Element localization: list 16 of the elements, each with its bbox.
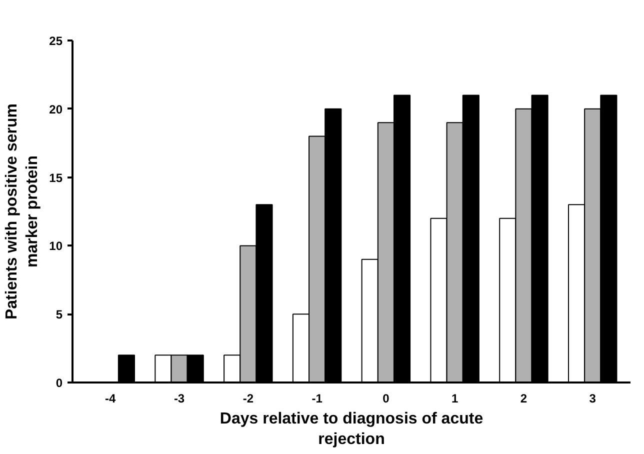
y-tick-label: 10 [49,239,63,254]
y-tick-label: 25 [49,34,63,48]
y-tick-label: 20 [49,102,63,116]
y-tick-label: 0 [56,376,63,390]
x-tick-label: 0 [382,392,390,406]
x-tick-label: 2 [520,392,528,406]
x-tick-label: -1 [312,392,323,406]
x-tick-label: 1 [451,392,458,406]
y-tick-label: 15 [49,170,63,185]
x-tick-label: 3 [589,392,596,406]
y-axis-title: Patients with positive serum marker protein [4,103,42,320]
x-tick-label: -4 [105,392,116,406]
x-tick-label: -2 [242,392,254,406]
x-tick-label: -3 [174,392,185,406]
x-axis-title: Days relative to diagnosis of acute rejection [220,410,484,448]
y-tick-label: 5 [56,308,63,322]
